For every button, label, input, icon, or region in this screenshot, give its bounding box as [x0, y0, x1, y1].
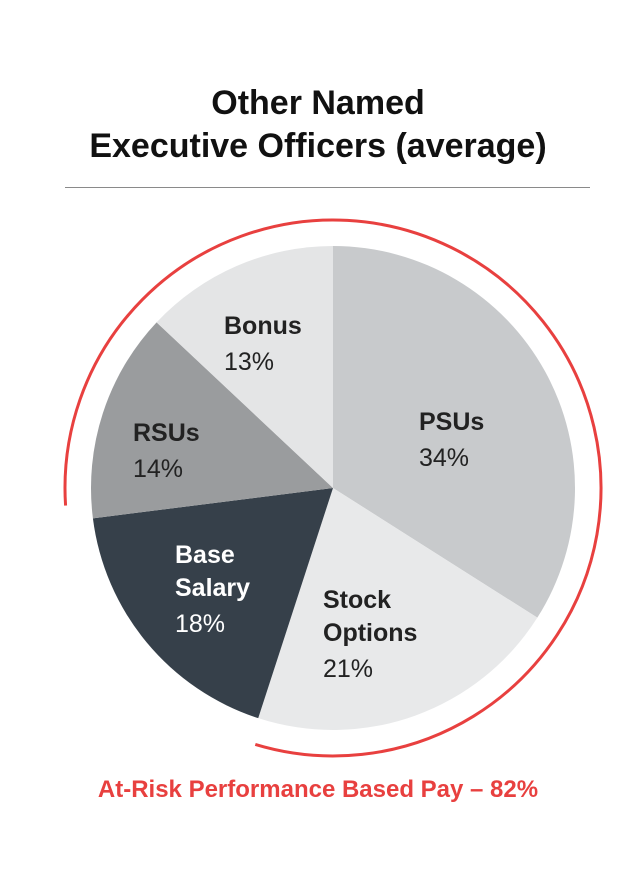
slice-name: RSUs [133, 419, 200, 447]
slice-name: Salary [175, 574, 250, 602]
slice-percent: 34% [419, 444, 469, 472]
slice-percent: 13% [224, 348, 274, 376]
slice-percent: 18% [175, 610, 225, 638]
pie-slice-stock-options [258, 488, 538, 730]
pie-slice-rsus [91, 322, 334, 519]
chart-title: Other Named Executive Officers (average) [0, 82, 636, 168]
slice-label-bonus: Bonus 13% [224, 312, 302, 376]
at-risk-pay-annotation: At-Risk Performance Based Pay – 82% [97, 776, 539, 803]
slice-label-rsus: RSUs 14% [133, 419, 200, 483]
slice-name: PSUs [419, 408, 484, 436]
slice-label-psus: PSUs 34% [419, 408, 484, 472]
title-divider [65, 187, 590, 188]
slice-name: Base [175, 541, 235, 569]
pie-slice-base-salary [92, 488, 334, 719]
at-risk-arc [63, 218, 603, 758]
slice-percent: 14% [133, 455, 183, 483]
pie-slice-bonus [156, 246, 333, 488]
slice-name: Options [323, 619, 417, 647]
chart-title-line-2: Executive Officers (average) [89, 127, 547, 165]
slice-percent: 21% [323, 655, 373, 683]
slice-label-base-salary: Base Salary 18% [175, 541, 250, 638]
chart-title-line-1: Other Named [211, 84, 425, 122]
slice-name: Stock [323, 586, 391, 614]
pie-slice-psus [333, 246, 575, 618]
slice-name: Bonus [224, 312, 302, 340]
slice-label-stock-options: Stock Options 21% [323, 586, 417, 683]
